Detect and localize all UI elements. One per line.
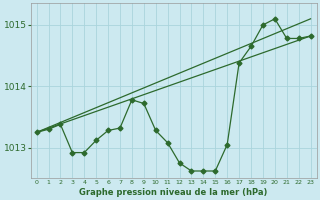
- X-axis label: Graphe pression niveau de la mer (hPa): Graphe pression niveau de la mer (hPa): [79, 188, 268, 197]
